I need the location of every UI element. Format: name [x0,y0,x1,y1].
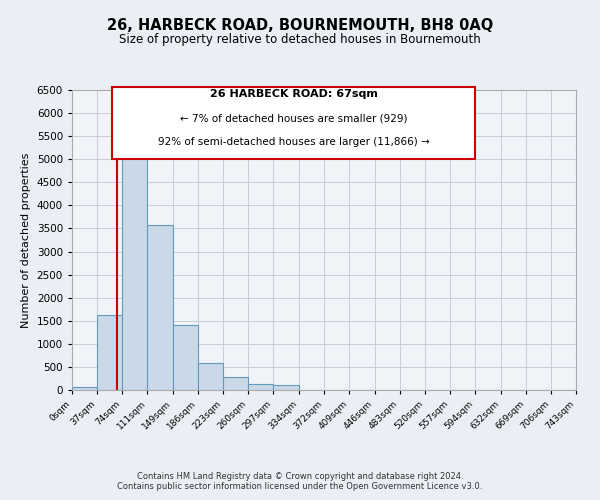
Bar [122,156,147,390]
Text: 92% of semi-detached houses are larger (11,866) →: 92% of semi-detached houses are larger (… [158,138,430,147]
Y-axis label: Number of detached properties: Number of detached properties [21,152,31,328]
Text: Contains public sector information licensed under the Open Government Licence v3: Contains public sector information licen… [118,482,482,491]
Bar [173,326,198,390]
Bar [72,387,97,390]
Text: Contains HM Land Registry data © Crown copyright and database right 2024.: Contains HM Land Registry data © Crown c… [137,472,463,481]
Text: ← 7% of detached houses are smaller (929): ← 7% of detached houses are smaller (929… [180,114,407,124]
FancyBboxPatch shape [112,87,475,159]
Bar [97,315,122,390]
Bar [147,225,173,390]
Text: Size of property relative to detached houses in Bournemouth: Size of property relative to detached ho… [119,32,481,46]
Bar [248,384,274,390]
Bar [223,376,248,390]
Bar [274,386,299,390]
Text: 26, HARBECK ROAD, BOURNEMOUTH, BH8 0AQ: 26, HARBECK ROAD, BOURNEMOUTH, BH8 0AQ [107,18,493,32]
Bar [198,363,223,390]
Text: 26 HARBECK ROAD: 67sqm: 26 HARBECK ROAD: 67sqm [210,90,377,100]
